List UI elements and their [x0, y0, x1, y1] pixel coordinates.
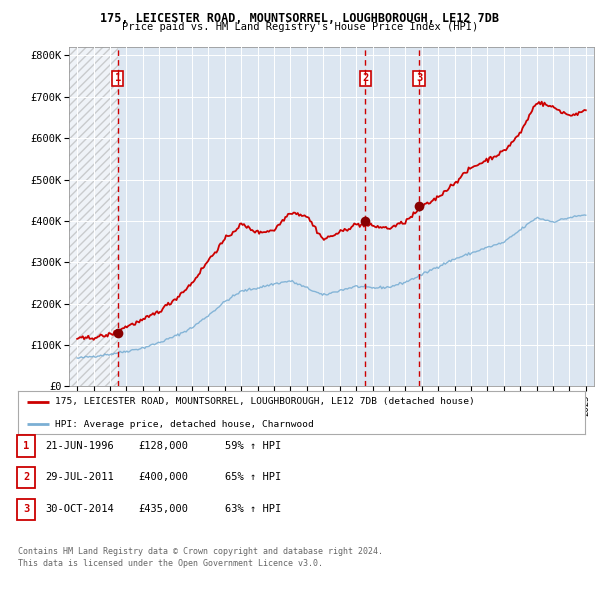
Text: 175, LEICESTER ROAD, MOUNTSORREL, LOUGHBOROUGH, LE12 7DB (detached house): 175, LEICESTER ROAD, MOUNTSORREL, LOUGHB…: [55, 397, 475, 407]
Text: 2: 2: [362, 73, 368, 83]
Text: £128,000: £128,000: [138, 441, 188, 451]
Text: 2: 2: [23, 472, 29, 482]
Text: 1: 1: [115, 73, 121, 83]
Text: 63% ↑ HPI: 63% ↑ HPI: [225, 504, 281, 514]
Text: Price paid vs. HM Land Registry's House Price Index (HPI): Price paid vs. HM Land Registry's House …: [122, 22, 478, 32]
Text: 1: 1: [23, 441, 29, 451]
Text: 21-JUN-1996: 21-JUN-1996: [45, 441, 114, 451]
Text: 30-OCT-2014: 30-OCT-2014: [45, 504, 114, 514]
Text: Contains HM Land Registry data © Crown copyright and database right 2024.: Contains HM Land Registry data © Crown c…: [18, 547, 383, 556]
Text: This data is licensed under the Open Government Licence v3.0.: This data is licensed under the Open Gov…: [18, 559, 323, 568]
Bar: [69, 47, 118, 386]
Text: 59% ↑ HPI: 59% ↑ HPI: [225, 441, 281, 451]
Text: 3: 3: [416, 73, 422, 83]
Text: £435,000: £435,000: [138, 504, 188, 514]
Text: 29-JUL-2011: 29-JUL-2011: [45, 472, 114, 482]
Text: HPI: Average price, detached house, Charnwood: HPI: Average price, detached house, Char…: [55, 420, 314, 429]
Text: £400,000: £400,000: [138, 472, 188, 482]
Text: 175, LEICESTER ROAD, MOUNTSORREL, LOUGHBOROUGH, LE12 7DB: 175, LEICESTER ROAD, MOUNTSORREL, LOUGHB…: [101, 12, 499, 25]
Text: 65% ↑ HPI: 65% ↑ HPI: [225, 472, 281, 482]
Text: 3: 3: [23, 504, 29, 514]
